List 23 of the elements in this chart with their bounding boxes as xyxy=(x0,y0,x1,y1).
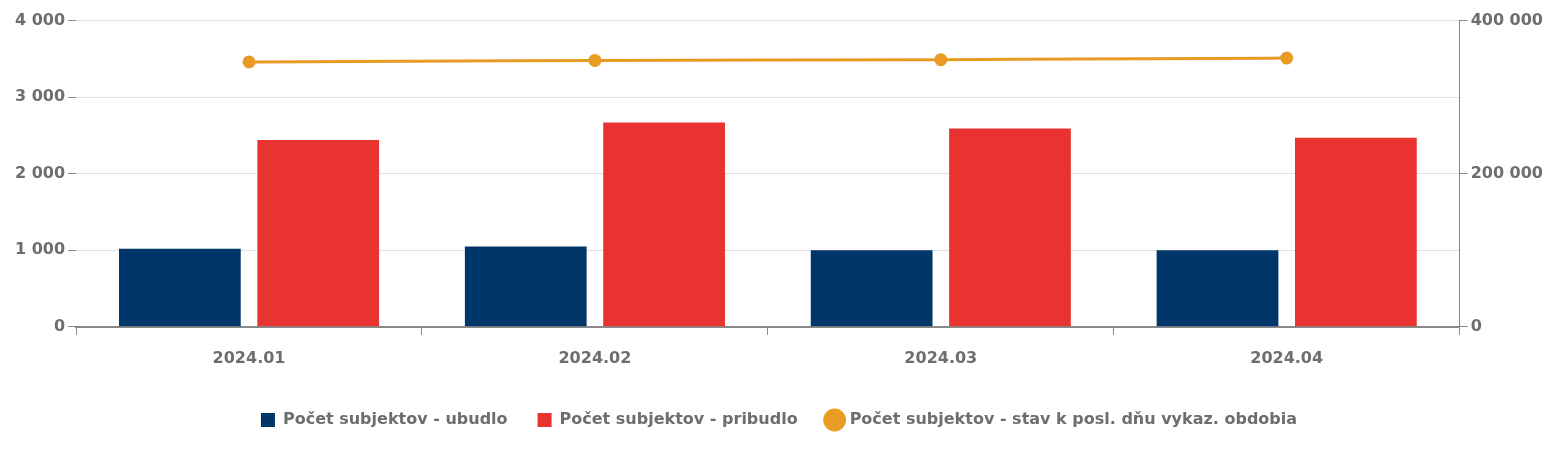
bar xyxy=(464,246,587,327)
y2-tick-label: 0 xyxy=(1470,315,1482,335)
y2-tick-label: 200 000 xyxy=(1470,162,1544,182)
x-tick-label: 2024.04 xyxy=(1250,347,1324,367)
bar xyxy=(949,128,1071,327)
y-tick-label: 0 xyxy=(53,315,66,335)
legend-label: Počet subjektov - ubudlo xyxy=(282,409,508,429)
legend-label: Počet subjektov - pribudlo xyxy=(559,409,798,429)
bar xyxy=(810,250,933,327)
bar xyxy=(603,122,725,327)
bar xyxy=(257,140,380,327)
y-tick-label: 4 000 xyxy=(14,9,66,29)
y-tick-label: 2 000 xyxy=(14,162,66,182)
y2-tick-label: 400 000 xyxy=(1470,9,1544,29)
y-tick-label: 3 000 xyxy=(14,86,66,106)
legend-label: Počet subjektov - stav k posl. dňu vykaz. obdobia xyxy=(849,409,1298,429)
y-tick-label: 1 000 xyxy=(14,239,66,259)
bar xyxy=(118,248,241,327)
x-tick-label: 2024.02 xyxy=(558,347,632,367)
x-tick-label: 2024.03 xyxy=(904,347,978,367)
bar xyxy=(1156,250,1279,327)
x-tick-label: 2024.01 xyxy=(212,347,286,367)
bar xyxy=(1294,137,1417,327)
